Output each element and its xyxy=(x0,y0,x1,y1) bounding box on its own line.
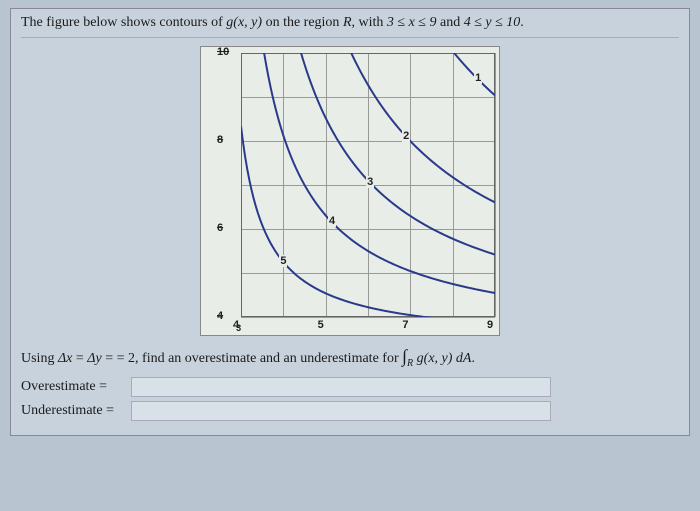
y-tick-label: 6 xyxy=(217,222,223,234)
underestimate-input[interactable] xyxy=(131,401,551,421)
range-x: 3 ≤ x ≤ 9 xyxy=(387,15,437,30)
problem-statement: The figure below shows contours of g(x, … xyxy=(21,15,679,38)
q-integrand: g(x, y) dA xyxy=(413,351,471,366)
text-intro-b: on the region xyxy=(262,15,343,30)
region-R: R xyxy=(343,15,352,30)
overestimate-label: Overestimate = xyxy=(21,379,131,395)
problem-panel: The figure below shows contours of g(x, … xyxy=(10,8,690,436)
overestimate-row: Overestimate = xyxy=(21,377,679,397)
text-intro-c: , with xyxy=(352,15,387,30)
x-tick-label: 43 xyxy=(233,319,244,331)
contour-label: 4 xyxy=(328,215,336,227)
x-tick-label: 5 xyxy=(318,319,324,331)
y-tick-label: 8 xyxy=(217,134,223,146)
chart-container: 435794681012345 xyxy=(21,46,679,336)
range-y: 4 ≤ y ≤ 10 xyxy=(464,15,521,30)
q-using: Using xyxy=(21,351,58,366)
contour-label: 3 xyxy=(366,176,374,188)
q-val: = 2, find an overestimate and an underes… xyxy=(117,351,402,366)
y-tick-label: 4 xyxy=(217,310,223,322)
q-period: . xyxy=(471,351,475,366)
y-tick-label: 10 xyxy=(217,46,229,58)
underestimate-row: Underestimate = xyxy=(21,401,679,421)
contour-label: 2 xyxy=(402,130,410,142)
q-dx: Δx xyxy=(58,351,72,366)
contour-plot: 435794681012345 xyxy=(200,46,500,336)
q-dy: Δy xyxy=(87,351,101,366)
contour-label: 5 xyxy=(279,255,287,267)
contour-label: 1 xyxy=(474,72,482,84)
overestimate-input[interactable] xyxy=(131,377,551,397)
func-gxy: g(x, y) xyxy=(226,15,262,30)
text-intro-a: The figure below shows contours of xyxy=(21,15,226,30)
question-text: Using Δx = Δy = = 2, find an overestimat… xyxy=(21,346,679,369)
underestimate-label: Underestimate = xyxy=(21,403,131,419)
text-and: and xyxy=(436,15,463,30)
q-eq2: = xyxy=(102,351,117,366)
q-eq1: = xyxy=(72,351,87,366)
x-tick-label: 9 xyxy=(487,319,493,331)
text-period: . xyxy=(520,15,524,30)
x-tick-label: 7 xyxy=(402,319,408,331)
